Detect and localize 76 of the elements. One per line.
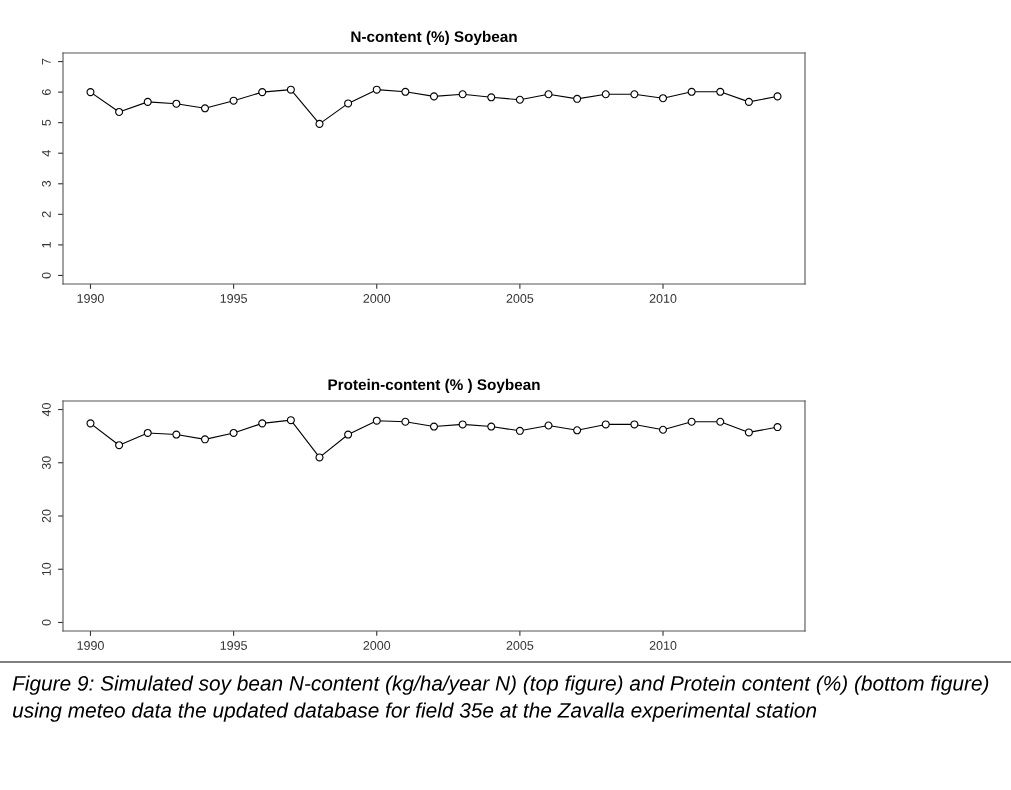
- point: [200, 435, 210, 444]
- point: [86, 88, 95, 97]
- x-tick-label: 1990: [77, 294, 104, 303]
- point: [229, 96, 238, 105]
- point: [172, 430, 181, 439]
- point: [744, 428, 753, 437]
- point: [286, 416, 295, 425]
- point: [487, 422, 496, 431]
- point: [573, 426, 582, 435]
- point: [258, 88, 267, 97]
- point: [372, 416, 381, 425]
- point: [429, 422, 439, 431]
- point: [487, 93, 496, 102]
- point: [344, 430, 353, 439]
- point: [716, 417, 725, 426]
- y-tick-label: 3: [41, 180, 51, 187]
- x-tick-label: 2010: [649, 641, 677, 650]
- point: [601, 420, 610, 429]
- x-tick-label: 2010: [649, 294, 677, 303]
- x-tick-label: 2000: [363, 641, 391, 650]
- point: [744, 97, 753, 106]
- x-tick-label: 1995: [220, 294, 247, 303]
- point: [687, 87, 696, 96]
- point: [658, 94, 668, 103]
- point: [172, 99, 181, 108]
- point: [344, 99, 353, 108]
- point: [115, 107, 124, 116]
- x-tick-label: 1995: [220, 641, 247, 650]
- chart-title: N-content (%) Soybean: [351, 30, 517, 46]
- y-tick-label: 40: [41, 403, 51, 417]
- point: [544, 421, 553, 430]
- point: [258, 419, 267, 428]
- point: [773, 92, 782, 101]
- point: [143, 97, 152, 106]
- y-tick-label: 30: [41, 456, 51, 470]
- y-tick-label: 2: [41, 211, 51, 218]
- x-tick-label: 2005: [506, 294, 534, 303]
- point: [458, 420, 467, 429]
- point: [229, 428, 238, 437]
- point: [115, 441, 124, 450]
- y-tick-label: 10: [41, 562, 51, 576]
- point: [401, 87, 410, 96]
- point: [429, 92, 439, 101]
- point: [458, 90, 467, 99]
- point: [315, 119, 324, 128]
- y-tick-label: 0: [41, 619, 51, 626]
- point: [143, 428, 152, 437]
- x-tick-label: 1990: [77, 641, 104, 650]
- y-tick-label: 20: [41, 509, 51, 523]
- y-tick-label: 4: [42, 150, 51, 157]
- y-tick-label: 6: [41, 89, 51, 95]
- point: [773, 423, 782, 432]
- point: [630, 90, 639, 99]
- point: [86, 419, 95, 428]
- point: [630, 420, 639, 429]
- point: [544, 90, 553, 99]
- point: [573, 94, 582, 103]
- point: [716, 87, 725, 96]
- point: [286, 85, 295, 94]
- chart-title: Protein-content (% ) Soybean: [328, 378, 540, 394]
- x-tick-label: 2005: [506, 641, 534, 650]
- point: [315, 453, 324, 462]
- y-tick-label: 0: [41, 272, 51, 279]
- y-tick-label: 7: [42, 58, 51, 65]
- point: [200, 104, 210, 113]
- point: [401, 417, 410, 426]
- point: [372, 85, 381, 94]
- point: [658, 425, 668, 434]
- y-tick-label: 1: [42, 242, 51, 248]
- point: [515, 426, 524, 435]
- y-tick-label: 5: [42, 119, 51, 126]
- caption: Figure 9: Simulated soy bean N-content (kg/ha/year N) (top figure) and Protein content (%) (bottom figure) using meteo data the updated database for field 35e at the Zavalla experimental station: [12, 675, 989, 722]
- point: [601, 90, 610, 99]
- x-tick-label: 2000: [363, 294, 391, 303]
- point: [687, 417, 696, 426]
- point: [515, 95, 524, 104]
